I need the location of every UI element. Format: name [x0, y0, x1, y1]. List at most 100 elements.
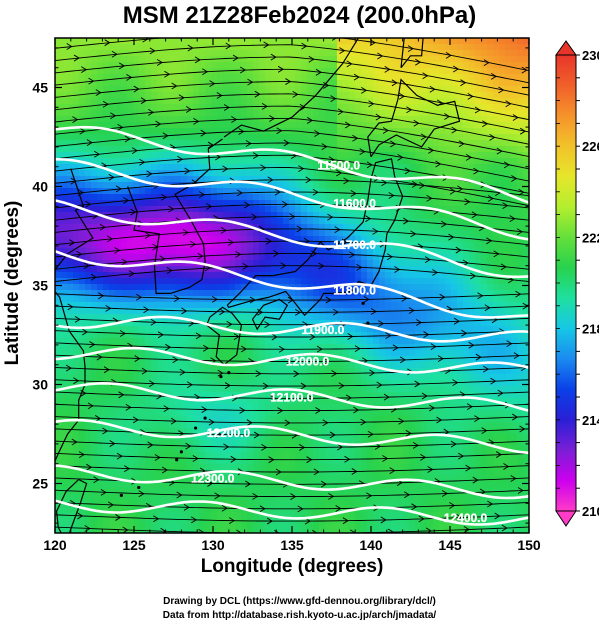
- wind-arrowhead: [465, 464, 472, 472]
- streamline: [55, 330, 529, 338]
- wind-arrowhead: [501, 524, 508, 532]
- wind-arrowhead: [71, 438, 78, 446]
- wind-arrowhead: [221, 504, 228, 512]
- wind-arrowhead: [192, 455, 199, 462]
- wind-arrowhead: [72, 116, 79, 123]
- wind-arrowhead: [420, 454, 427, 461]
- wind-arrowhead: [452, 65, 460, 73]
- wind-arrowhead: [300, 382, 307, 390]
- wind-arrowhead: [312, 529, 318, 533]
- wind-arrowhead: [490, 377, 497, 385]
- wind-arrowhead: [218, 31, 223, 37]
- wind-arrowhead: [76, 250, 83, 258]
- wind-arrowhead: [144, 231, 151, 239]
- streamline: [55, 440, 529, 448]
- wind-arrowhead: [418, 515, 425, 523]
- wind-arrowhead: [323, 82, 330, 89]
- wind-arrowhead: [343, 177, 350, 185]
- wind-arrowhead: [278, 345, 285, 353]
- wind-arrowhead: [328, 156, 335, 164]
- wind-arrowhead: [261, 443, 268, 451]
- wind-arrowhead: [111, 50, 118, 58]
- wind-arrowhead: [432, 269, 439, 276]
- wind-arrowhead: [411, 503, 418, 511]
- wind-arrowhead: [389, 467, 396, 474]
- wind-arrowhead: [264, 321, 271, 329]
- wind-arrowhead: [184, 167, 191, 175]
- wind-arrowhead: [518, 188, 525, 196]
- wind-arrowhead: [130, 208, 137, 216]
- wind-arrowhead: [155, 120, 162, 128]
- wind-arrowhead: [437, 355, 444, 362]
- wind-arrowhead: [467, 92, 474, 100]
- wind-arrowhead: [468, 341, 475, 349]
- wind-arrowhead: [228, 517, 236, 525]
- wind-arrowhead: [458, 452, 465, 460]
- wind-arrowhead: [154, 454, 161, 461]
- wind-arrowhead: [329, 431, 336, 439]
- map-title: MSM 21Z28Feb2024 (200.0hPa): [122, 2, 477, 29]
- wind-arrowhead: [161, 193, 168, 201]
- wind-arrowhead: [313, 468, 320, 476]
- wind-arrowhead: [403, 217, 410, 225]
- wind-arrowhead: [510, 475, 517, 482]
- wind-arrowhead: [324, 357, 331, 365]
- wind-arrowhead: [131, 147, 139, 154]
- wind-arrowhead: [259, 505, 266, 513]
- wind-arrowhead: [132, 416, 139, 424]
- wind-arrowhead: [429, 85, 436, 93]
- wind-arrowhead: [124, 465, 131, 473]
- wind-arrowhead: [320, 480, 328, 488]
- contour-label: 11500.0: [317, 159, 360, 173]
- x-tick-label: 125: [122, 537, 146, 553]
- wind-arrowhead: [306, 456, 313, 464]
- wind-arrowhead: [298, 165, 305, 172]
- wind-arrowhead: [128, 270, 135, 278]
- wind-arrowhead: [483, 365, 490, 373]
- streamline: [55, 117, 529, 157]
- wind-arrowhead: [185, 442, 192, 450]
- wind-arrowhead: [125, 403, 132, 411]
- wind-arrowhead: [383, 393, 390, 401]
- streamline: [55, 465, 529, 473]
- wind-arrowhead: [177, 155, 184, 163]
- wind-arrowhead: [266, 517, 273, 525]
- streamline: [55, 179, 529, 197]
- contour-label: 12100.0: [270, 390, 314, 404]
- wind-arrowhead: [346, 60, 353, 68]
- wind-arrowhead: [360, 418, 367, 426]
- wind-arrowhead: [294, 30, 299, 36]
- contour-12300: [55, 464, 529, 500]
- wind-arrowhead: [292, 90, 299, 98]
- wind-arrowhead: [78, 451, 85, 459]
- wind-arrowhead: [354, 345, 361, 353]
- wind-arrowhead: [245, 480, 252, 488]
- wind-arrowhead: [445, 52, 452, 59]
- wind-arrowhead: [414, 380, 421, 388]
- wind-arrowhead: [412, 441, 419, 449]
- wind-arrowhead: [149, 47, 156, 55]
- wind-arrowhead: [99, 223, 106, 231]
- streamline: [55, 38, 529, 72]
- wind-arrowhead: [512, 114, 519, 121]
- contour-12400: [55, 499, 529, 526]
- wind-arrowhead: [286, 358, 293, 365]
- contour-11900: [55, 315, 529, 343]
- wind-arrowhead: [88, 77, 95, 85]
- wind-arrowhead: [487, 500, 494, 508]
- wind-arrowhead: [274, 188, 281, 196]
- wind-arrowhead: [380, 516, 387, 524]
- wind-arrowhead: [203, 344, 210, 352]
- wind-arrowhead: [207, 141, 214, 149]
- wind-arrowhead: [271, 333, 278, 341]
- wind-arrowhead: [513, 352, 520, 360]
- wind-arrowhead: [388, 192, 395, 199]
- wind-arrowhead: [411, 181, 419, 188]
- streamline: [55, 514, 529, 522]
- contour-11600: [55, 158, 529, 241]
- wind-arrowhead: [482, 120, 489, 128]
- streamline: [55, 428, 529, 436]
- wind-arrowhead: [255, 370, 262, 378]
- wind-arrowhead: [214, 492, 221, 500]
- wind-arrowhead: [309, 333, 316, 341]
